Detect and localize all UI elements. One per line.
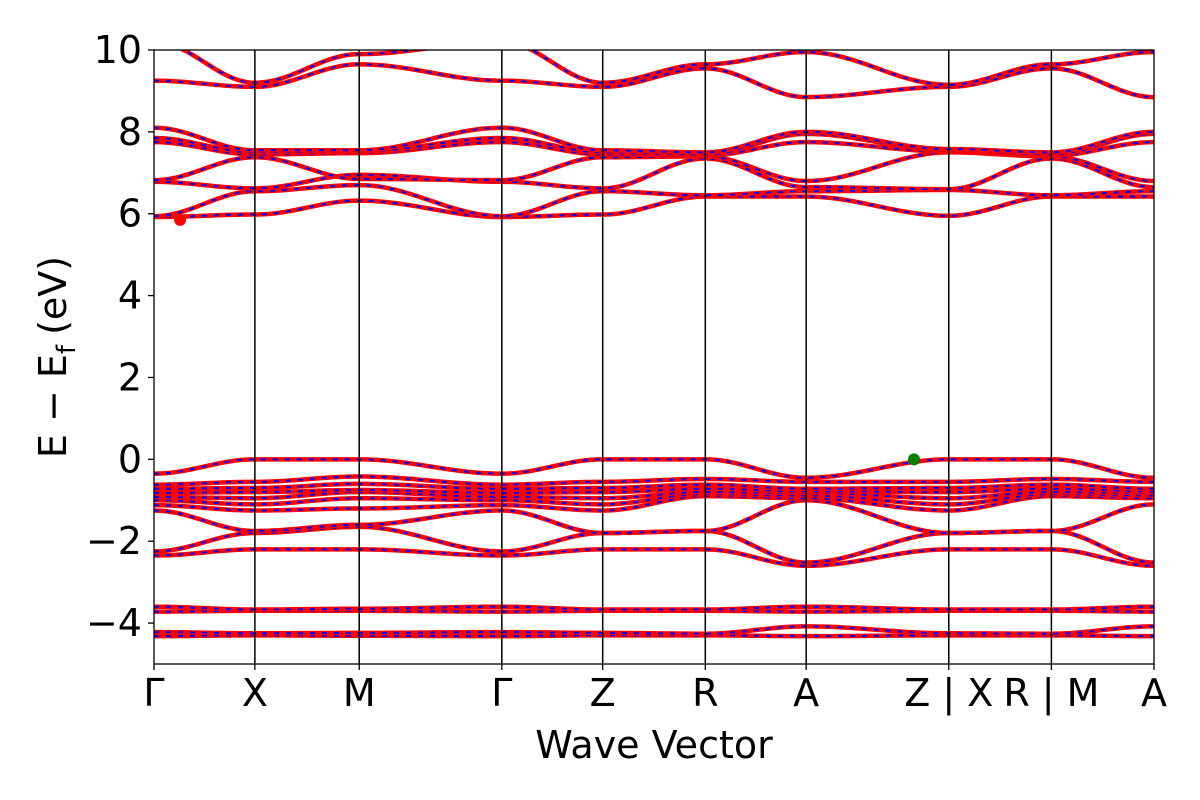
band-10-red-line — [154, 486, 1154, 496]
band-13 — [154, 457, 1154, 480]
band-14 — [154, 194, 1154, 220]
y-tick-label: −2 — [86, 519, 142, 563]
band-22 — [178, 50, 1154, 88]
x-tick-label: Z — [590, 671, 616, 715]
x-axis-label: Wave Vector — [535, 723, 773, 767]
x-tick-label: R | M — [1003, 671, 1099, 716]
y-tick-label: 8 — [118, 110, 142, 154]
band-15-blue-line — [154, 184, 1154, 218]
band-1-red-line — [154, 624, 1154, 636]
plot-background — [154, 50, 1154, 664]
y-axis-ticks: −4 −2 0 2 4 6 8 10 — [86, 28, 154, 645]
plot-frame — [153, 49, 1155, 665]
band-edge-markers — [174, 213, 920, 466]
y-tick-label: 0 — [118, 437, 142, 481]
x-tick-label: X — [242, 671, 268, 715]
band-12 — [154, 474, 1154, 487]
x-tick-label: Γ — [143, 671, 164, 715]
bands-layer — [154, 50, 1154, 639]
cbm-marker — [174, 213, 187, 226]
x-tick-label: M — [343, 671, 376, 715]
band-13-blue-line — [154, 458, 1154, 479]
y-tick-label: −4 — [86, 601, 142, 645]
band-11-red-line — [154, 481, 1154, 492]
band-21 — [154, 62, 1154, 100]
band-3-red-line — [154, 604, 1154, 612]
y-axis-label-unit: (eV) — [31, 256, 75, 335]
y-tick-label: 4 — [118, 274, 142, 318]
band-9 — [154, 489, 1154, 501]
band-16-blue-line — [154, 157, 1154, 191]
x-tick-label: Z | X — [904, 671, 993, 716]
band-15 — [154, 182, 1154, 219]
band-8-red-line — [154, 491, 1154, 507]
x-tick-label: R — [692, 671, 718, 715]
y-axis-label: E − Ef (eV) — [31, 256, 82, 458]
band-3 — [154, 604, 1154, 612]
y-axis-label-main: E − E — [31, 354, 75, 458]
vbm-marker — [908, 453, 920, 466]
band-17-blue-line — [154, 151, 1154, 182]
band-20-blue-line — [154, 126, 1154, 154]
band-16 — [154, 156, 1154, 192]
band-6-blue-line — [154, 499, 1154, 535]
x-tick-label: A — [1141, 671, 1167, 715]
band-14-blue-line — [154, 195, 1154, 219]
band-6 — [154, 498, 1154, 536]
y-axis-label-subscript: f — [52, 344, 82, 354]
band-7 — [154, 493, 1154, 513]
band-11 — [154, 481, 1154, 492]
band-4-red-line — [154, 547, 1154, 569]
band-4 — [154, 547, 1154, 569]
band-10 — [154, 486, 1154, 496]
y-tick-label: 6 — [118, 192, 142, 236]
x-tick-label: Γ — [491, 671, 512, 715]
band-12-red-line — [154, 474, 1154, 487]
kpoint-vertical-lines — [254, 50, 1053, 664]
x-tick-label: A — [793, 671, 819, 715]
band-9-red-line — [154, 489, 1154, 501]
band-20 — [154, 125, 1154, 155]
band-8 — [154, 491, 1154, 507]
band-1 — [154, 624, 1154, 636]
y-tick-label: 10 — [94, 28, 142, 72]
band-7-red-line — [154, 493, 1154, 513]
band-21-blue-line — [154, 63, 1154, 99]
band-22-blue-line — [181, 50, 1154, 86]
y-tick-label: 2 — [118, 355, 142, 399]
